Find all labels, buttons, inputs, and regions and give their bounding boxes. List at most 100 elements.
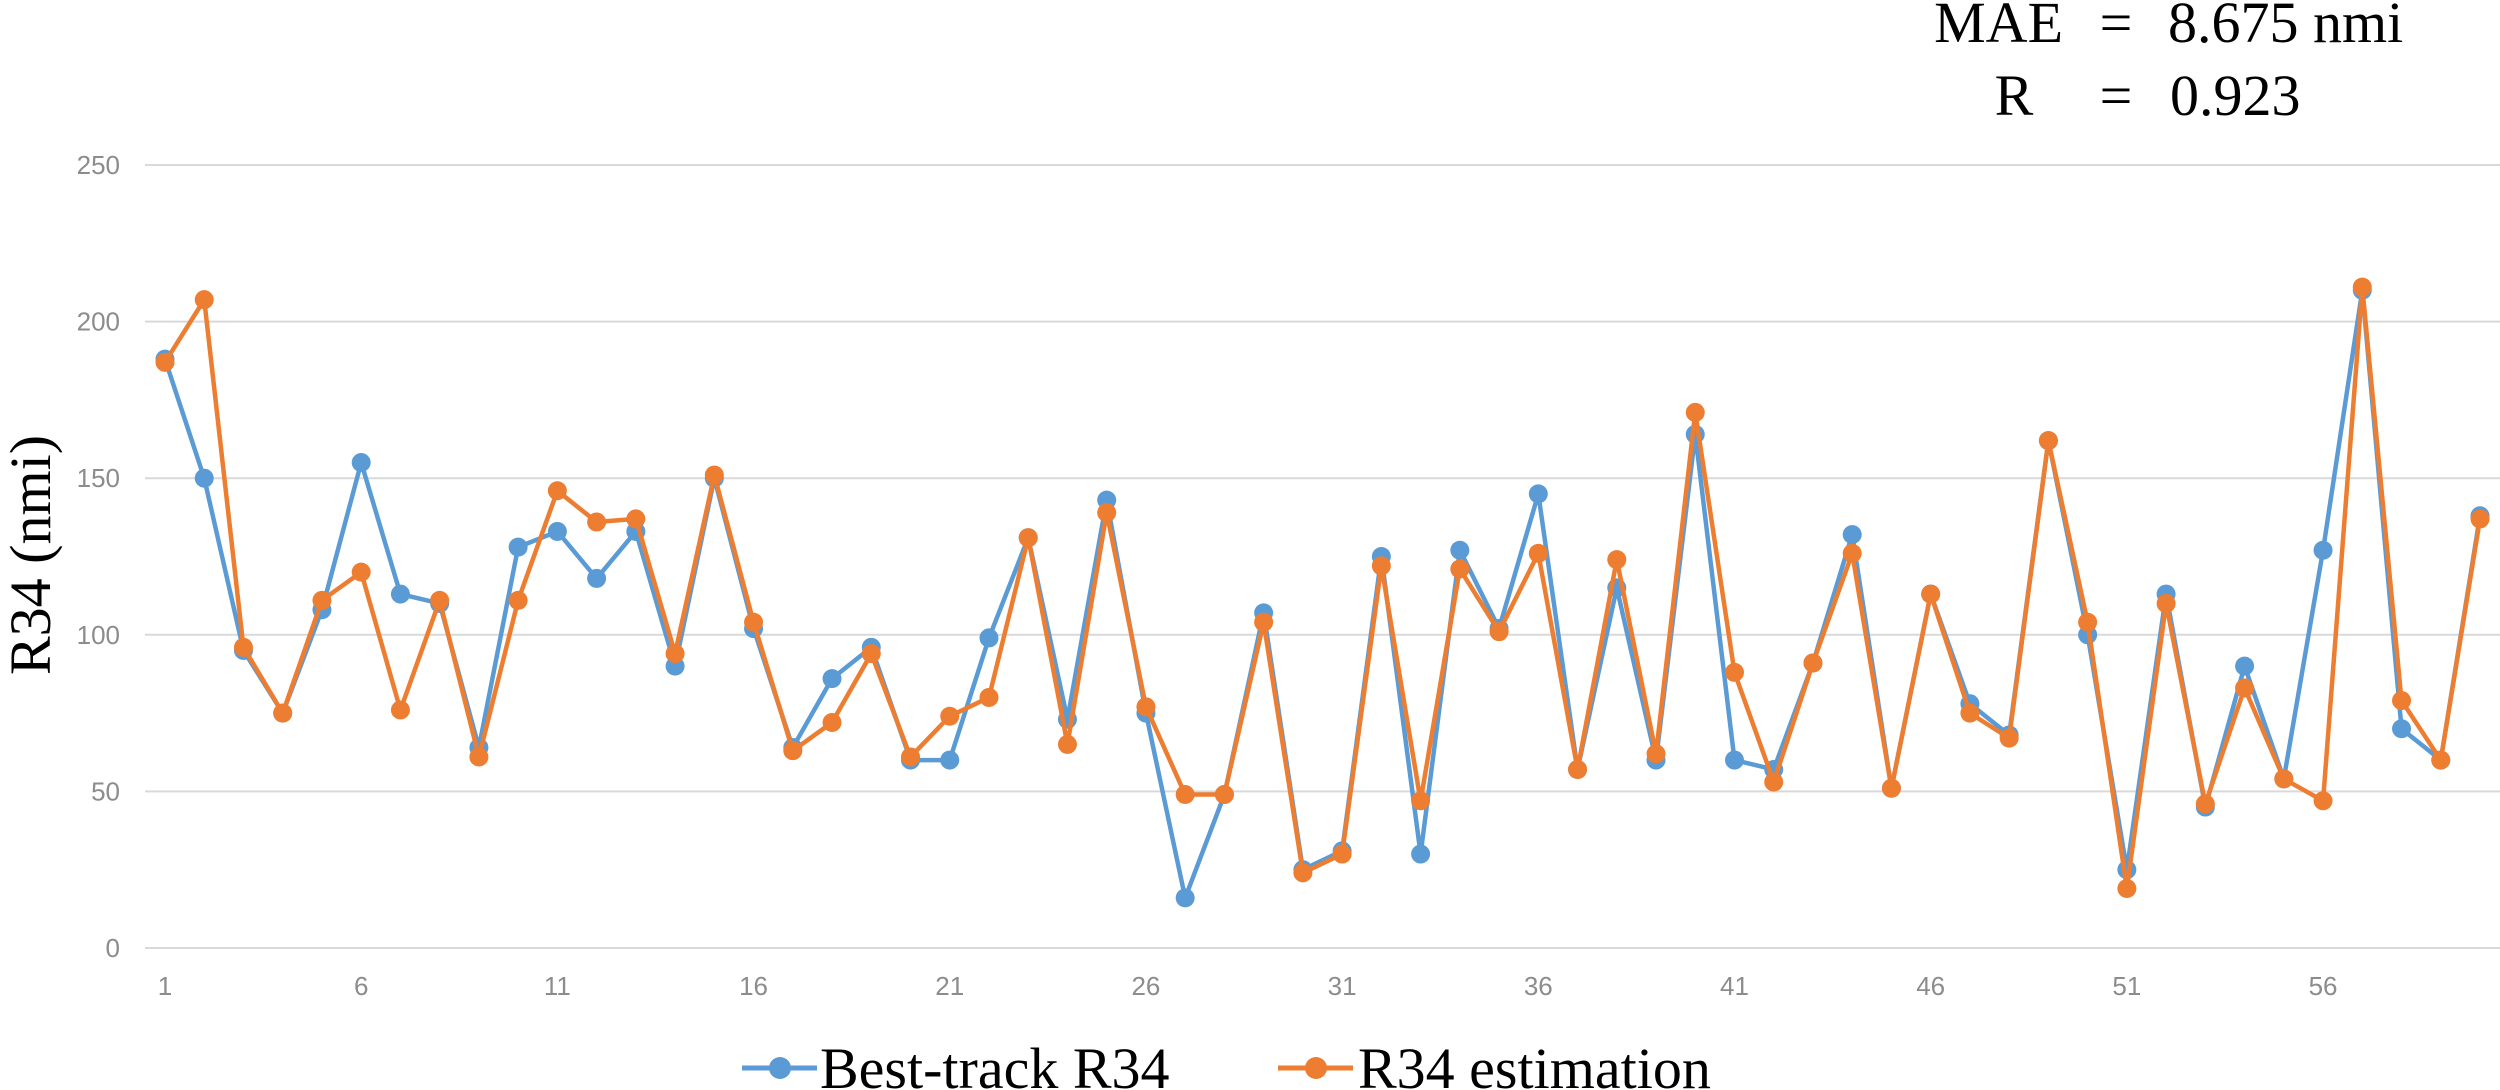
legend: Best-track R34 R34 estimation — [742, 1036, 1711, 1090]
point-s0-27 — [1175, 888, 1195, 908]
mae-label: MAE — [1934, 0, 2063, 55]
point-s1-48 — [1999, 728, 2019, 748]
point-s0-36 — [1528, 484, 1548, 504]
point-s1-55 — [2274, 769, 2294, 789]
point-s0-22 — [979, 628, 999, 648]
point-s1-52 — [2156, 593, 2176, 613]
legend-swatch-marker-best-track — [769, 1057, 791, 1079]
point-s1-25 — [1097, 503, 1117, 523]
x-tick-label-36: 36 — [1524, 971, 1553, 1001]
y-tick-labels: 0 50 100 150 200 250 — [77, 150, 120, 963]
point-s1-27 — [1175, 785, 1195, 805]
point-s1-33 — [1411, 791, 1431, 811]
mae-equals: = — [2100, 0, 2133, 55]
point-s1-6 — [351, 562, 371, 582]
series-estimation — [155, 277, 2490, 898]
point-s1-37 — [1568, 759, 1588, 779]
point-s1-15 — [704, 465, 724, 485]
point-s1-22 — [979, 687, 999, 707]
stats-annotation: MAE = 8.675 nmi R = 0.923 — [1934, 0, 2403, 128]
point-s1-53 — [2195, 794, 2215, 814]
legend-item-estimation: R34 estimation — [1278, 1036, 1711, 1090]
point-s1-41 — [1724, 662, 1744, 682]
x-tick-label-46: 46 — [1916, 971, 1945, 1001]
point-s0-10 — [508, 537, 528, 557]
point-s1-46 — [1921, 584, 1941, 604]
point-s1-20 — [901, 747, 921, 767]
point-s1-29 — [1254, 612, 1274, 632]
point-s1-47 — [1960, 703, 1980, 723]
point-s1-57 — [2352, 277, 2372, 297]
x-tick-label-56: 56 — [2309, 971, 2338, 1001]
point-s0-54 — [2235, 656, 2255, 676]
point-s1-51 — [2117, 878, 2137, 898]
x-tick-label-11: 11 — [544, 971, 571, 1001]
point-s1-28 — [1214, 785, 1234, 805]
point-s1-3 — [233, 637, 253, 657]
point-s1-32 — [1371, 556, 1391, 576]
point-s1-11 — [547, 481, 567, 501]
r-value: 0.923 — [2170, 63, 2301, 128]
x-tick-label-31: 31 — [1328, 971, 1357, 1001]
x-tick-label-26: 26 — [1131, 971, 1160, 1001]
point-s0-56 — [2313, 540, 2333, 560]
y-tick-label-0: 0 — [106, 933, 120, 963]
point-s1-38 — [1607, 550, 1627, 570]
point-s1-12 — [587, 512, 607, 532]
point-s0-21 — [940, 750, 960, 770]
x-tick-labels: 1 6 11 16 21 26 31 36 41 46 51 56 — [158, 971, 2338, 1001]
point-s0-12 — [587, 568, 607, 588]
series-layer — [155, 277, 2490, 908]
legend-item-best-track: Best-track R34 — [742, 1036, 1170, 1090]
point-s1-30 — [1293, 863, 1313, 883]
gridlines — [145, 164, 2500, 949]
point-s1-35 — [1489, 622, 1509, 642]
point-s0-41 — [1724, 750, 1744, 770]
point-s1-44 — [1842, 543, 1862, 563]
point-s1-16 — [744, 612, 764, 632]
point-s1-49 — [2038, 431, 2058, 451]
point-s1-56 — [2313, 791, 2333, 811]
point-s1-59 — [2431, 750, 2451, 770]
point-s1-43 — [1803, 653, 1823, 673]
y-axis-title: R34 (nmi) — [0, 435, 63, 675]
point-s1-17 — [783, 741, 803, 761]
y-tick-label-100: 100 — [77, 620, 120, 650]
point-s0-11 — [547, 521, 567, 541]
legend-swatch-marker-estimation — [1305, 1057, 1327, 1079]
legend-label-best-track: Best-track R34 — [820, 1036, 1170, 1090]
point-s0-2 — [194, 468, 214, 488]
point-s0-6 — [351, 453, 371, 473]
series-line-1 — [163, 284, 2483, 891]
point-s1-31 — [1332, 844, 1352, 864]
r-equals: = — [2100, 63, 2133, 128]
point-s1-8 — [430, 590, 450, 610]
point-s1-13 — [626, 509, 646, 529]
point-s1-9 — [469, 747, 489, 767]
point-s1-60 — [2470, 509, 2490, 529]
x-tick-label-51: 51 — [2112, 971, 2141, 1001]
point-s1-23 — [1018, 528, 1038, 548]
y-tick-label-50: 50 — [91, 776, 120, 806]
point-s0-44 — [1842, 525, 1862, 545]
r-label: R — [1995, 63, 2034, 128]
point-s1-14 — [665, 644, 685, 664]
point-s0-33 — [1411, 844, 1431, 864]
point-s1-10 — [508, 590, 528, 610]
y-tick-label-250: 250 — [77, 150, 120, 180]
point-s1-2 — [194, 290, 214, 310]
point-s1-26 — [1136, 697, 1156, 717]
point-s1-39 — [1646, 744, 1666, 764]
point-s1-50 — [2078, 612, 2098, 632]
point-s1-45 — [1881, 778, 1901, 798]
x-tick-label-16: 16 — [739, 971, 768, 1001]
y-tick-label-200: 200 — [77, 307, 120, 337]
x-tick-label-41: 41 — [1720, 971, 1749, 1001]
mae-value: 8.675 nmi — [2168, 0, 2403, 55]
point-s0-58 — [2392, 719, 2412, 739]
x-tick-label-1: 1 — [158, 971, 172, 1001]
point-s1-36 — [1528, 543, 1548, 563]
legend-label-estimation: R34 estimation — [1358, 1036, 1711, 1090]
point-s1-19 — [861, 644, 881, 664]
